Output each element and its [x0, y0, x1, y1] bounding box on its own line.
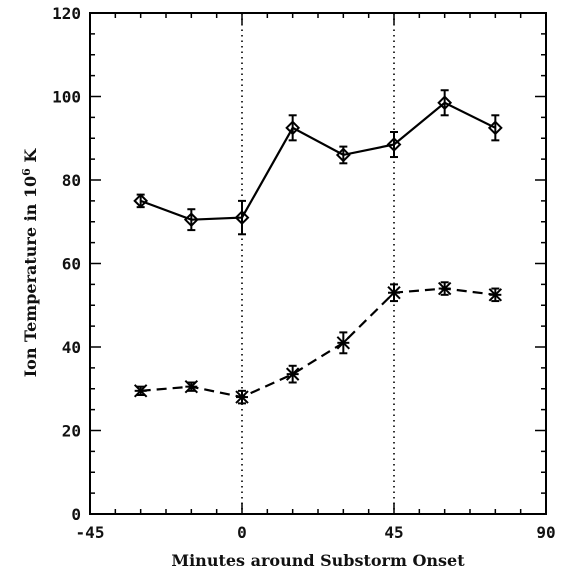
y-tick-label: 0: [71, 505, 81, 524]
x-axis-title: Minutes around Substorm Onset: [171, 551, 465, 570]
y-axis-title: Ion Temperature in 106 K: [20, 148, 40, 378]
data-point-asterisk: [387, 286, 401, 300]
y-tick-label: 40: [62, 338, 81, 357]
x-tick-label: 90: [536, 523, 555, 542]
reference-lines: [241, 13, 395, 514]
data-point-diamond: [437, 95, 453, 111]
data-point-diamond: [234, 210, 250, 225]
series-line: [140, 101, 496, 221]
data-point-asterisk: [437, 281, 452, 296]
data-point-diamond: [133, 193, 149, 209]
data-point-diamond: [386, 137, 402, 152]
plot-frame: [89, 12, 547, 515]
y-axis-title-suffix: K: [21, 148, 40, 169]
series-line: [140, 287, 496, 399]
data-point-asterisk: [488, 288, 503, 302]
data-point-asterisk: [336, 336, 351, 350]
data-point-diamond: [487, 120, 503, 136]
y-tick-label: 120: [52, 4, 81, 23]
y-tick-label: 80: [62, 171, 81, 190]
y-axis-title-prefix: Ion Temperature in 10: [21, 176, 40, 377]
y-axis-title-exponent: 6: [20, 168, 33, 176]
x-tick-label: 0: [237, 523, 247, 542]
series-1: [133, 89, 503, 236]
data-point-diamond: [183, 212, 199, 228]
data-point-asterisk: [285, 367, 300, 381]
series-layer: [133, 89, 503, 405]
x-tick-label: -45: [76, 523, 105, 542]
series-2: [133, 281, 503, 405]
data-point-diamond: [285, 120, 301, 136]
y-tick-label: 100: [52, 88, 81, 107]
x-tick-label: 45: [384, 523, 403, 542]
axis-ticks: [89, 12, 547, 515]
y-tick-label: 60: [62, 255, 81, 274]
data-point-diamond: [335, 147, 351, 163]
data-point-asterisk: [184, 379, 199, 394]
y-tick-label: 20: [62, 422, 81, 441]
data-point-asterisk: [133, 384, 148, 398]
data-point-asterisk: [235, 390, 249, 404]
